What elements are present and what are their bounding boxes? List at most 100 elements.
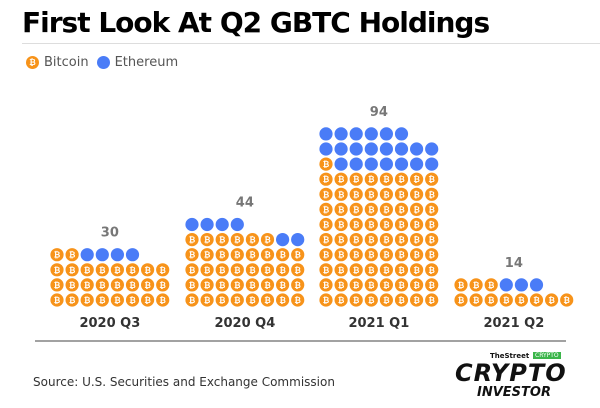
bitcoin-icon <box>319 217 333 232</box>
bitcoin-glyph: ₿ <box>234 266 241 275</box>
bitcoin-glyph: ₿ <box>249 251 256 260</box>
bitcoin-icon <box>364 172 378 186</box>
ethereum-icon <box>291 233 305 247</box>
bitcoin-icon <box>245 263 259 277</box>
bitcoin-glyph: ₿ <box>249 281 256 290</box>
bitcoin-icon <box>410 263 424 277</box>
bitcoin-glyph: ₿ <box>234 251 241 260</box>
bitcoin-glyph: ₿ <box>398 236 405 245</box>
bitcoin-glyph: ₿ <box>54 296 61 305</box>
legend-label: Bitcoin <box>44 55 89 70</box>
bitcoin-icon <box>50 293 64 307</box>
logo-tag: CRYPTO <box>533 352 561 359</box>
bitcoin-icon <box>80 263 94 277</box>
bitcoin-icon <box>276 293 290 307</box>
bitcoin-glyph: ₿ <box>428 236 435 245</box>
bitcoin-icon <box>469 278 483 292</box>
bitcoin-glyph: ₿ <box>518 296 525 305</box>
bitcoin-icon <box>514 293 529 307</box>
bitcoin-icon <box>379 233 393 247</box>
bitcoin-glyph: ₿ <box>338 251 345 260</box>
bitcoin-icon <box>156 263 170 277</box>
bitcoin-glyph: ₿ <box>428 190 435 199</box>
bitcoin-icon <box>215 263 229 277</box>
bitcoin-glyph: ₿ <box>279 296 286 305</box>
bitcoin-glyph: ₿ <box>234 296 241 305</box>
bitcoin-glyph: ₿ <box>323 236 330 245</box>
bitcoin-glyph: ₿ <box>189 236 196 245</box>
bitcoin-icon <box>50 278 64 292</box>
bitcoin-glyph: ₿ <box>99 266 106 275</box>
ethereum-icon <box>215 217 229 232</box>
ethereum-icon <box>334 127 348 141</box>
bitcoin-icon <box>215 248 229 262</box>
bitcoin-glyph: ₿ <box>563 296 570 305</box>
bitcoin-glyph: ₿ <box>383 205 390 214</box>
ethereum-icon <box>319 142 333 156</box>
bitcoin-glyph: ₿ <box>398 175 405 184</box>
bitcoin-icon <box>425 202 439 216</box>
bitcoin-glyph: ₿ <box>159 266 166 275</box>
bitcoin-icon <box>349 263 363 277</box>
bitcoin-glyph: ₿ <box>368 296 375 305</box>
bitcoin-glyph: ₿ <box>294 266 301 275</box>
bitcoin-glyph: ₿ <box>159 296 166 305</box>
bitcoin-icon <box>185 233 199 247</box>
bitcoin-glyph: ₿ <box>398 190 405 199</box>
bitcoin-glyph: ₿ <box>338 205 345 214</box>
bitcoin-icon <box>319 187 333 201</box>
page-title: First Look At Q2 GBTC Holdings <box>22 6 490 39</box>
bitcoin-icon <box>425 172 439 186</box>
bitcoin-glyph: ₿ <box>368 281 375 290</box>
bitcoin-glyph: ₿ <box>368 236 375 245</box>
bitcoin-icon <box>215 293 229 307</box>
bitcoin-glyph: ₿ <box>323 221 330 230</box>
bitcoin-glyph: ₿ <box>279 281 286 290</box>
bitcoin-icon <box>334 172 348 186</box>
ethereum-icon <box>110 248 124 262</box>
bitcoin-icon <box>334 278 348 292</box>
bitcoin-icon <box>349 233 363 247</box>
bitcoin-glyph: ₿ <box>249 296 256 305</box>
bitcoin-glyph: ₿ <box>368 266 375 275</box>
x-tick-label: 2020 Q4 <box>214 316 275 331</box>
ethereum-icon <box>364 127 378 141</box>
bitcoin-icon <box>141 263 155 277</box>
ethereum-icon <box>334 157 348 171</box>
bitcoin-icon <box>364 263 378 277</box>
bitcoin-icon <box>230 263 244 277</box>
bitcoin-glyph: ₿ <box>398 251 405 260</box>
bitcoin-icon <box>454 293 468 307</box>
logo-main: CRYPTO <box>455 359 567 387</box>
bitcoin-icon <box>334 187 348 201</box>
bitcoin-glyph: ₿ <box>488 281 495 290</box>
bitcoin-glyph: ₿ <box>383 175 390 184</box>
bitcoin-icon <box>319 157 333 171</box>
bitcoin-glyph: ₿ <box>503 296 510 305</box>
legend-label: Ethereum <box>114 55 179 70</box>
bitcoin-icon <box>215 278 229 292</box>
bitcoin-glyph: ₿ <box>413 205 420 214</box>
bitcoin-icon: ₿ <box>26 56 39 69</box>
bitcoin-glyph: ₿ <box>189 266 196 275</box>
bitcoin-icon <box>364 217 378 232</box>
ethereum-icon <box>95 248 109 262</box>
bitcoin-glyph: ₿ <box>548 296 555 305</box>
ethereum-icon <box>276 233 290 247</box>
bitcoin-icon <box>260 263 275 277</box>
bitcoin-glyph: ₿ <box>383 281 390 290</box>
bitcoin-icon <box>200 248 214 262</box>
bitcoin-icon <box>545 293 559 307</box>
legend-item-bitcoin: ₿ Bitcoin <box>26 55 89 70</box>
ethereum-icon <box>349 127 363 141</box>
bitcoin-icon <box>349 172 363 186</box>
bitcoin-glyph: ₿ <box>428 296 435 305</box>
bitcoin-glyph: ₿ <box>84 266 91 275</box>
bitcoin-glyph: ₿ <box>204 251 211 260</box>
bitcoin-icon <box>334 233 348 247</box>
bitcoin-glyph: ₿ <box>428 205 435 214</box>
bitcoin-icon <box>394 278 409 292</box>
ethereum-icon <box>364 157 378 171</box>
ethereum-icon <box>334 142 348 156</box>
